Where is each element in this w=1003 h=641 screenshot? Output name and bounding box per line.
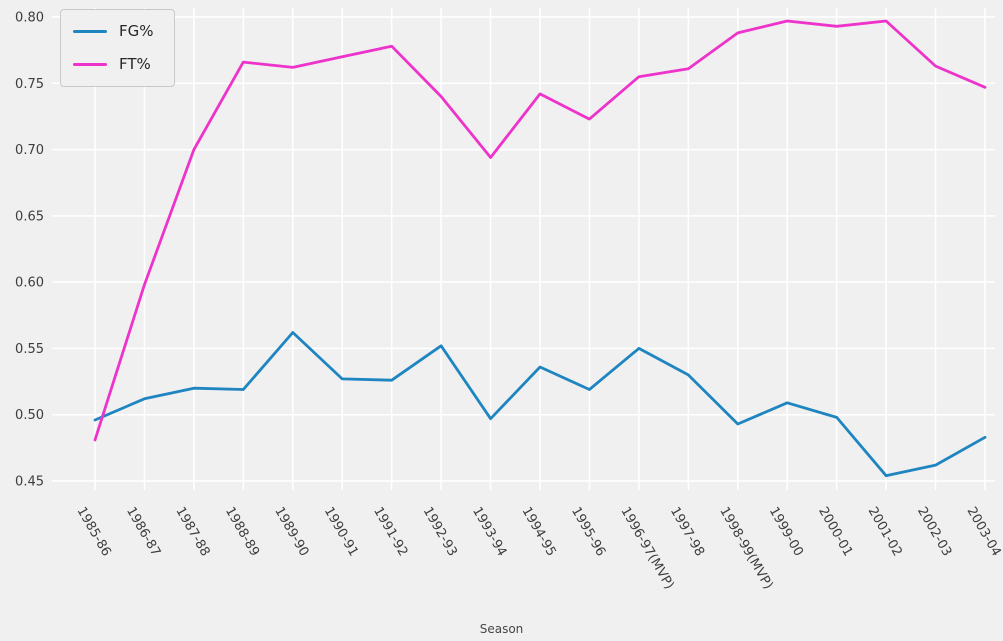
y-tick-label: 0.70 xyxy=(15,143,44,158)
x-tick-label: 1993-94 xyxy=(469,505,509,560)
x-tick-label: 1992-93 xyxy=(420,505,460,560)
legend-item-ft: FT% xyxy=(73,55,154,74)
x-tick-label: 1995-96 xyxy=(568,505,608,560)
legend-item-fg: FG% xyxy=(73,22,154,41)
y-tick-label: 0.60 xyxy=(15,276,44,291)
x-tick-label: 2002-03 xyxy=(914,505,954,560)
x-tick-label: 1991-92 xyxy=(370,505,410,560)
y-tick-label: 0.75 xyxy=(15,77,44,92)
x-tick-label: 1996-97(MVP) xyxy=(617,505,676,593)
gridlines xyxy=(52,8,995,490)
x-tick-label: 2003-04 xyxy=(964,505,1003,560)
x-tick-label: 1986-87 xyxy=(123,505,163,560)
series-line-1 xyxy=(93,19,987,442)
x-tick-label: 1985-86 xyxy=(74,505,114,560)
x-tick-label: 1999-00 xyxy=(766,505,806,560)
x-tick-label: 1988-89 xyxy=(222,505,262,560)
x-axis-title: Season xyxy=(479,622,524,636)
y-tick-label: 0.65 xyxy=(15,209,44,224)
x-tick-label: 2001-02 xyxy=(865,505,905,560)
series-line-0 xyxy=(93,331,987,478)
legend-label-ft: FT% xyxy=(119,55,151,73)
x-tick-label: 2000-01 xyxy=(815,505,855,560)
fg-line-swatch xyxy=(73,30,107,33)
x-tick-label: 1987-88 xyxy=(172,505,212,560)
x-tick-label: 1990-91 xyxy=(321,505,361,560)
y-tick-label: 0.55 xyxy=(15,342,44,357)
x-axis-tick-labels: 1985-86 1986-87 1987-88 1988-89 1989-90 1990-… xyxy=(74,505,1003,593)
x-tick-label: 1994-95 xyxy=(519,505,559,560)
legend-label-fg: FG% xyxy=(119,22,154,40)
x-tick-label: 1997-98 xyxy=(667,505,707,560)
legend: FG% FT% xyxy=(60,9,175,87)
y-tick-label: 0.45 xyxy=(15,475,44,490)
y-tick-label: 0.50 xyxy=(15,408,44,423)
y-tick-label: 0.80 xyxy=(15,11,44,26)
y-axis-tick-labels: 0.45 0.50 0.55 0.60 0.65 0.70 0.75 0.80 xyxy=(15,11,44,490)
x-tick-label: 1998-99(MVP) xyxy=(716,505,775,593)
x-tick-label: 1989-90 xyxy=(271,505,311,560)
ft-line-swatch xyxy=(73,63,107,66)
